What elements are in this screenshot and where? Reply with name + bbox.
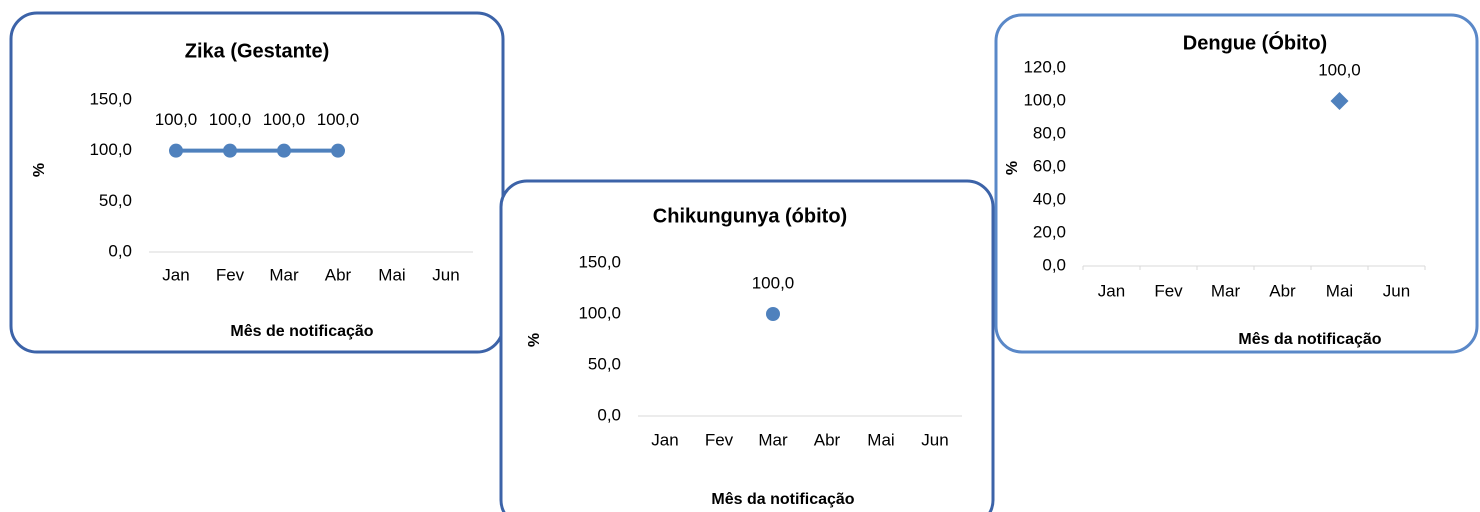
x-tick-label: Jan [1098, 281, 1125, 300]
y-axis-label: % [1004, 161, 1021, 175]
y-tick-label: 40,0 [1033, 189, 1066, 208]
x-axis-label: Mês da notificação [1238, 331, 1381, 348]
x-tick-label: Jun [432, 265, 459, 284]
chart-title: Dengue (Óbito) [1183, 30, 1327, 54]
x-tick-label: Jan [162, 265, 189, 284]
x-tick-label: Fev [705, 430, 734, 449]
marker [223, 143, 237, 158]
x-tick-label: Mai [378, 265, 405, 284]
x-tick-label: Fev [1154, 281, 1183, 300]
x-tick-label: Abr [814, 430, 841, 449]
y-tick-label: 100,0 [1023, 90, 1066, 109]
chart-frame [994, 13, 1479, 354]
y-tick-label: 50,0 [99, 191, 132, 210]
y-axis-label: % [31, 163, 48, 177]
x-tick-label: Jan [651, 430, 678, 449]
chart-frame [9, 11, 505, 354]
x-tick-label: Abr [325, 265, 352, 284]
x-axis-label: Mês de notificação [230, 323, 373, 340]
chart-title: Chikungunya (óbito) [653, 205, 847, 227]
marker [277, 143, 291, 158]
y-tick-label: 150,0 [89, 89, 132, 108]
x-tick-label: Mar [758, 430, 788, 449]
y-tick-label: 0,0 [597, 405, 621, 424]
x-tick-label: Abr [1269, 281, 1296, 300]
marker [169, 143, 183, 158]
y-tick-label: 20,0 [1033, 222, 1066, 241]
x-tick-label: Mar [269, 265, 299, 284]
data-label: 100,0 [752, 273, 795, 292]
x-tick-label: Jun [921, 430, 948, 449]
x-tick-label: Jun [1383, 281, 1410, 300]
x-axis-label: Mês da notificação [711, 491, 854, 508]
data-label: 100,0 [1318, 60, 1361, 79]
y-tick-label: 60,0 [1033, 156, 1066, 175]
marker [766, 307, 780, 321]
y-tick-label: 100,0 [578, 303, 621, 322]
data-label: 100,0 [209, 110, 252, 129]
data-label: 100,0 [263, 110, 306, 129]
marker [1330, 92, 1349, 110]
x-tick-label: Fev [216, 265, 245, 284]
data-label: 100,0 [155, 110, 198, 129]
y-tick-label: 0,0 [1042, 255, 1066, 274]
y-tick-label: 0,0 [108, 241, 132, 260]
x-tick-label: Mai [867, 430, 894, 449]
y-axis-label: % [526, 333, 543, 347]
x-tick-label: Mar [1211, 281, 1241, 300]
y-tick-label: 150,0 [578, 252, 621, 271]
x-tick-label: Mai [1326, 281, 1353, 300]
chart-frame [499, 179, 995, 512]
y-tick-label: 120,0 [1023, 57, 1066, 76]
marker [331, 143, 345, 158]
data-label: 100,0 [317, 110, 360, 129]
y-tick-label: 100,0 [89, 140, 132, 159]
chart-title: Zika (Gestante) [185, 40, 329, 62]
y-tick-label: 80,0 [1033, 123, 1066, 142]
y-tick-label: 50,0 [588, 354, 621, 373]
